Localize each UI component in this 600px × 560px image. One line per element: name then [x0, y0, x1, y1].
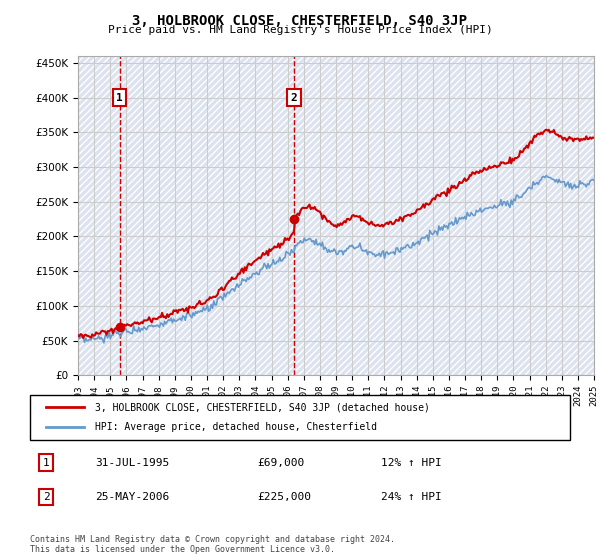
Text: 2: 2	[291, 92, 298, 102]
Text: Price paid vs. HM Land Registry's House Price Index (HPI): Price paid vs. HM Land Registry's House …	[107, 25, 493, 35]
Text: £225,000: £225,000	[257, 492, 311, 502]
Text: 25-MAY-2006: 25-MAY-2006	[95, 492, 169, 502]
Text: 12% ↑ HPI: 12% ↑ HPI	[381, 458, 442, 468]
FancyBboxPatch shape	[30, 395, 570, 440]
Text: 3, HOLBROOK CLOSE, CHESTERFIELD, S40 3JP (detached house): 3, HOLBROOK CLOSE, CHESTERFIELD, S40 3JP…	[95, 402, 430, 412]
Text: 24% ↑ HPI: 24% ↑ HPI	[381, 492, 442, 502]
Text: 2: 2	[43, 492, 50, 502]
Text: 1: 1	[116, 92, 123, 102]
Text: 1: 1	[43, 458, 50, 468]
Text: £69,000: £69,000	[257, 458, 304, 468]
Text: Contains HM Land Registry data © Crown copyright and database right 2024.
This d: Contains HM Land Registry data © Crown c…	[30, 535, 395, 554]
Text: HPI: Average price, detached house, Chesterfield: HPI: Average price, detached house, Ches…	[95, 422, 377, 432]
Text: 3, HOLBROOK CLOSE, CHESTERFIELD, S40 3JP: 3, HOLBROOK CLOSE, CHESTERFIELD, S40 3JP	[133, 14, 467, 28]
Text: 31-JUL-1995: 31-JUL-1995	[95, 458, 169, 468]
